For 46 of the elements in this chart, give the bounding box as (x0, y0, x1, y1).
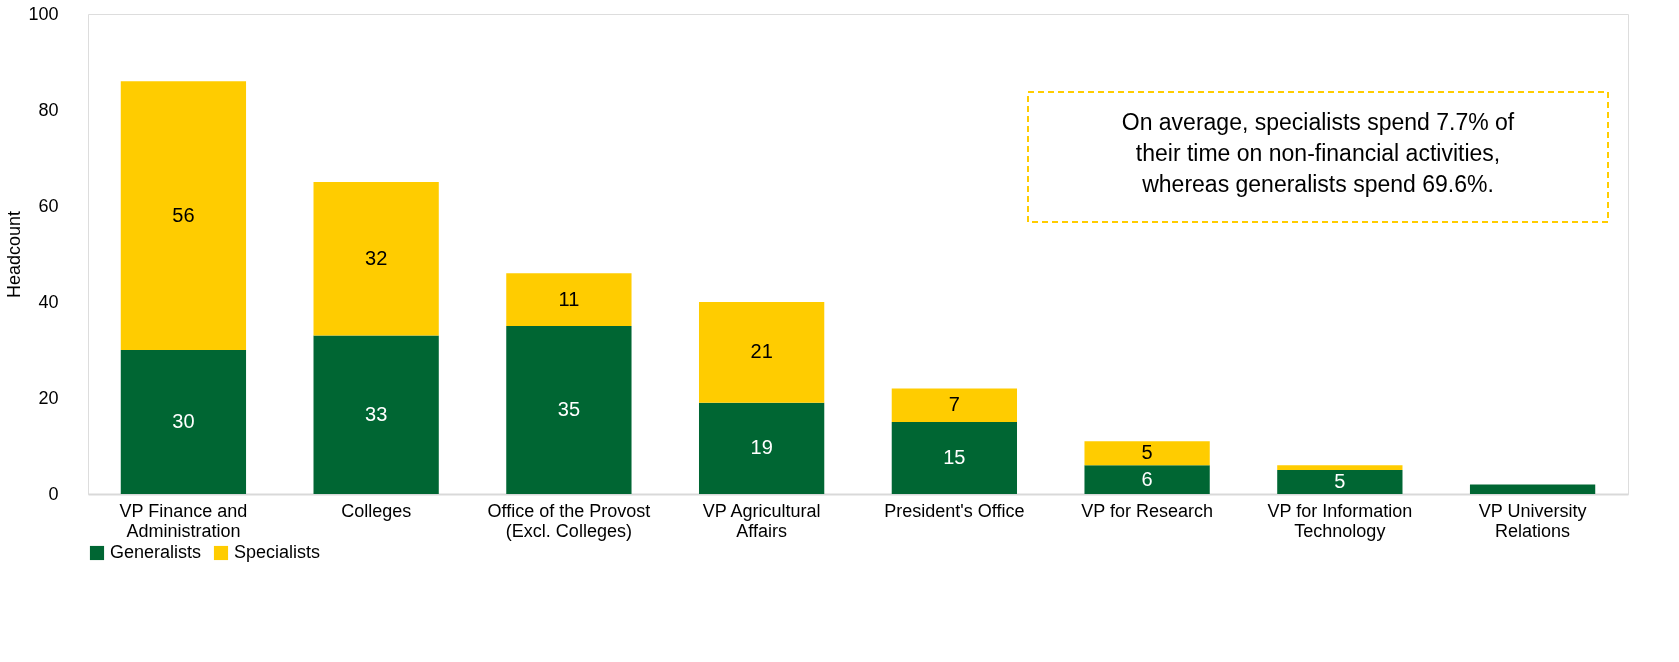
x-tick-label: VP for Information Technology (1267, 500, 1413, 541)
y-tick-label: 40 (38, 291, 59, 312)
y-tick-label: 0 (48, 483, 59, 504)
data-label: 5 (1334, 470, 1346, 492)
y-tick-label: 60 (38, 195, 59, 216)
x-tick-label: VP University Relations (1478, 500, 1587, 541)
bar (1277, 470, 1403, 494)
bar (698, 302, 825, 403)
x-tick-label: VP Finance and Administration (119, 500, 248, 541)
data-label: 6 (1141, 467, 1153, 490)
data-label: 33 (365, 402, 388, 425)
data-label: 21 (750, 340, 773, 363)
y-tick-label: 80 (38, 99, 59, 120)
y-tick-label: 100 (28, 3, 59, 24)
bar (506, 273, 632, 326)
annotation: On average, specialists spend 7.7% of their time on non-financial activities, whereas generalists spend 69.6%. (1121, 109, 1515, 197)
x-tick-label: VP for Research (1081, 500, 1213, 521)
y-axis-title: Headcount (4, 210, 25, 299)
bar (313, 335, 439, 494)
bar (1084, 441, 1210, 466)
data-label: 5 (1141, 441, 1153, 464)
data-label: 11 (558, 287, 580, 310)
bar (1084, 465, 1210, 494)
data-label: 35 (557, 398, 581, 420)
bar (891, 422, 1018, 494)
x-tick-label: President's Office (884, 500, 1025, 521)
legend-label: Generalists (110, 542, 202, 562)
data-label: 30 (172, 410, 195, 432)
data-label: 15 (943, 446, 966, 468)
data-label: 32 (365, 246, 388, 269)
bar (891, 388, 1018, 422)
bar (1277, 465, 1403, 470)
data-label: 19 (750, 436, 773, 459)
bar (313, 182, 439, 336)
data-label: 56 (172, 203, 195, 226)
x-tick-label: Office of the Provost (Excl. Colleges) (487, 500, 651, 541)
bar (120, 350, 247, 494)
bar (120, 81, 247, 350)
x-tick-label: VP Agricultural Affairs (702, 500, 821, 541)
data-label: 7 (948, 393, 960, 416)
legend-label: Specialists (234, 542, 321, 562)
x-tick-label: Colleges (341, 500, 412, 521)
bar (1469, 484, 1596, 494)
y-tick-label: 20 (38, 387, 59, 408)
bar (698, 402, 825, 494)
bar (506, 326, 632, 494)
